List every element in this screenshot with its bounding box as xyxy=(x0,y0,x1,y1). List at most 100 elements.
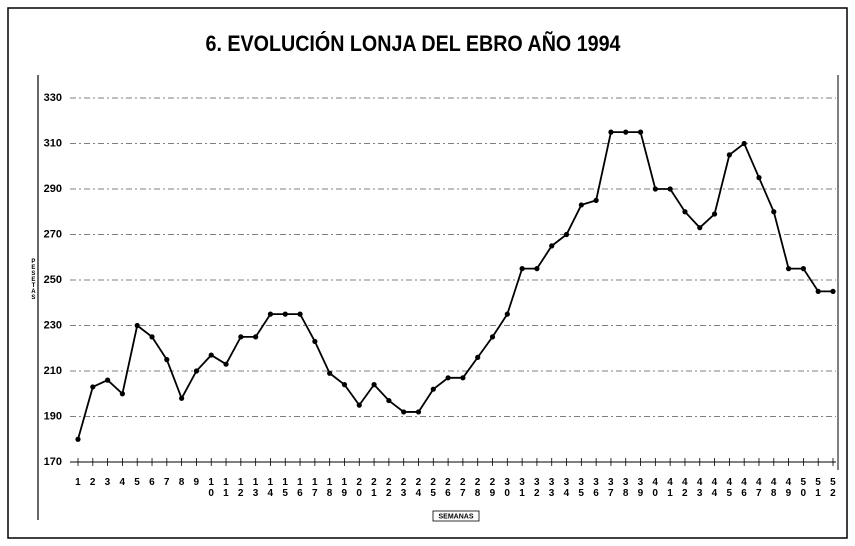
x-tick-label: 18 xyxy=(324,477,335,499)
data-point xyxy=(297,311,303,317)
chart-title: 6. EVOLUCIÓN LONJA DEL EBRO AÑO 1994 xyxy=(206,31,622,56)
x-tick-label: 44 xyxy=(709,477,720,499)
x-tick-label: 15 xyxy=(280,477,291,499)
data-point xyxy=(593,197,599,203)
data-point xyxy=(445,375,451,381)
x-tick-label: 39 xyxy=(635,477,646,499)
data-line xyxy=(77,131,833,440)
x-tick-label: 52 xyxy=(827,477,838,499)
x-tick-label: 28 xyxy=(472,477,483,499)
x-axis-label-box xyxy=(432,510,480,522)
y-tick-label: 270 xyxy=(44,228,62,240)
data-point xyxy=(711,211,718,217)
data-point xyxy=(534,266,540,272)
data-point xyxy=(253,334,259,340)
x-tick-label: 30 xyxy=(502,477,513,499)
data-point xyxy=(726,152,732,158)
data-point xyxy=(341,382,348,388)
x-tick-label: 50 xyxy=(798,477,809,499)
x-tick-label: 4 xyxy=(117,477,128,488)
x-tick-label: 48 xyxy=(768,477,779,499)
data-point xyxy=(401,409,407,415)
x-tick-label: 2 xyxy=(87,477,98,488)
x-tick-label: 6 xyxy=(146,477,157,488)
y-tick-label: 230 xyxy=(44,319,62,331)
x-tick-label: 49 xyxy=(783,477,794,499)
x-tick-label: 40 xyxy=(650,477,661,499)
data-point xyxy=(800,266,806,272)
x-tick-label: 11 xyxy=(220,477,231,499)
x-tick-label: 42 xyxy=(679,477,690,499)
x-tick-label: 9 xyxy=(191,477,202,488)
x-tick-label: 51 xyxy=(813,477,824,499)
x-tick-label: 38 xyxy=(620,477,631,499)
data-point xyxy=(652,186,658,192)
x-tick-label: 22 xyxy=(383,477,394,499)
data-point xyxy=(460,375,466,381)
data-point xyxy=(223,361,229,367)
y-tick-label: 210 xyxy=(44,365,62,377)
data-point xyxy=(637,129,644,135)
x-tick-label: 3 xyxy=(102,477,113,488)
data-point xyxy=(697,225,703,231)
x-tick-label: 45 xyxy=(724,477,735,499)
data-point xyxy=(756,175,762,181)
x-tick-label: 43 xyxy=(694,477,705,499)
data-point xyxy=(356,402,362,408)
x-tick-label: 35 xyxy=(576,477,587,499)
x-tick-label: 16 xyxy=(294,477,305,499)
data-point xyxy=(267,311,274,317)
x-tick-label: 36 xyxy=(590,477,601,499)
x-tick-label: 25 xyxy=(428,477,439,499)
data-point xyxy=(785,266,792,272)
x-tick-label: 17 xyxy=(309,477,320,499)
x-tick-label: 47 xyxy=(753,477,764,499)
data-point xyxy=(134,322,140,329)
data-point xyxy=(549,243,555,249)
data-point xyxy=(563,231,570,238)
data-point xyxy=(193,368,200,374)
x-tick-label: 31 xyxy=(516,477,527,499)
data-point xyxy=(312,338,318,345)
data-point xyxy=(371,382,377,388)
data-point xyxy=(830,288,836,294)
x-tick-label: 41 xyxy=(665,477,676,499)
data-point xyxy=(608,129,614,135)
x-tick-label: 37 xyxy=(605,477,616,499)
y-tick-label: 310 xyxy=(44,137,62,149)
data-point xyxy=(386,397,392,404)
data-point xyxy=(179,395,185,401)
x-tick-label: 10 xyxy=(206,477,217,499)
data-point xyxy=(475,354,481,360)
data-point xyxy=(282,311,288,317)
data-point xyxy=(105,377,111,383)
x-tick-label: 34 xyxy=(561,477,572,499)
x-tick-label: 12 xyxy=(235,477,246,499)
data-point xyxy=(327,370,333,376)
x-tick-label: 14 xyxy=(265,477,276,499)
x-tick-label: 26 xyxy=(442,477,453,499)
x-tick-label: 19 xyxy=(339,477,350,499)
x-tick-label: 5 xyxy=(132,477,143,488)
data-point xyxy=(815,288,821,294)
x-axis-label: SEMANAS xyxy=(438,513,473,520)
data-point xyxy=(667,186,673,192)
data-point xyxy=(164,357,170,363)
data-point xyxy=(741,140,747,147)
data-point xyxy=(578,202,584,208)
x-tick-label: 21 xyxy=(368,477,379,499)
x-tick-label: 1 xyxy=(72,477,83,488)
chart-frame xyxy=(7,7,848,539)
x-tick-label: 24 xyxy=(413,477,424,499)
data-point xyxy=(430,386,436,392)
y-tick-label: 190 xyxy=(44,410,62,422)
x-tick-label: 27 xyxy=(457,477,468,499)
x-tick-label: 23 xyxy=(398,477,409,499)
x-tick-label: 20 xyxy=(354,477,365,499)
data-point xyxy=(149,334,155,340)
data-point xyxy=(682,209,688,215)
x-tick-label: 8 xyxy=(176,477,187,488)
x-tick-label: 13 xyxy=(250,477,261,499)
y-tick-label: 170 xyxy=(44,456,62,468)
x-tick-label: 33 xyxy=(546,477,557,499)
